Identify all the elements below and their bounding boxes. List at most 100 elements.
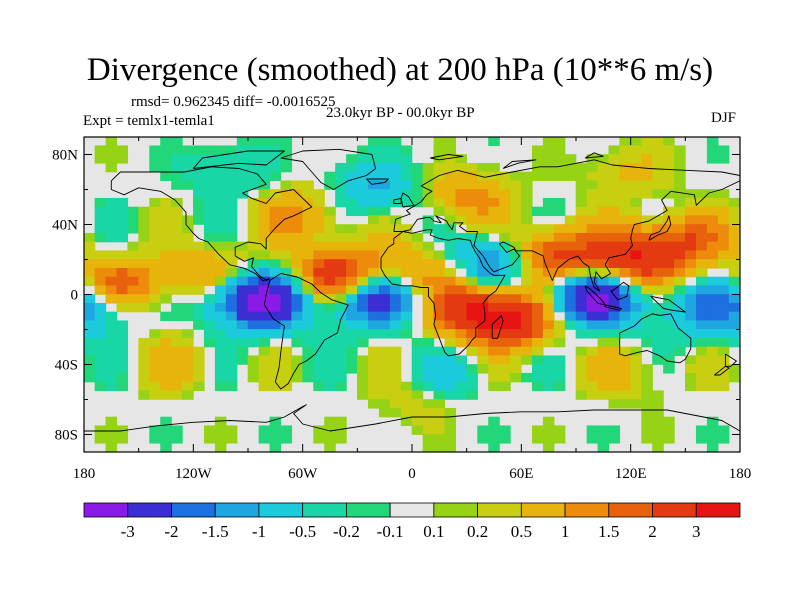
field-cell bbox=[542, 276, 555, 287]
field-cell bbox=[225, 197, 238, 208]
field-cell bbox=[575, 180, 588, 190]
field-cell bbox=[94, 346, 107, 357]
field-cell bbox=[488, 259, 500, 269]
field-cell bbox=[728, 232, 740, 243]
field-cell bbox=[203, 215, 216, 225]
field-cell bbox=[94, 425, 107, 435]
field-cell bbox=[597, 267, 610, 278]
field-cell bbox=[531, 425, 544, 435]
field-cell bbox=[94, 215, 107, 225]
field-cell bbox=[641, 259, 653, 269]
colorbar-label: 3 bbox=[692, 522, 701, 541]
field-cell bbox=[630, 224, 642, 234]
field-cell bbox=[717, 189, 730, 199]
field-cell bbox=[324, 224, 336, 234]
field-cell bbox=[411, 232, 424, 243]
field-cell bbox=[641, 425, 653, 435]
field-cell bbox=[586, 329, 599, 339]
field-cell bbox=[488, 171, 500, 182]
field-cell bbox=[695, 329, 708, 339]
field-cell bbox=[193, 346, 205, 357]
field-cell bbox=[674, 189, 686, 199]
field-cell bbox=[378, 224, 391, 234]
field-cell bbox=[84, 294, 96, 304]
field-cell bbox=[357, 276, 369, 287]
experiment-label: Expt = temlx1-temla1 bbox=[83, 113, 215, 129]
field-cell bbox=[488, 337, 500, 348]
field-cell bbox=[411, 162, 424, 173]
field-cell bbox=[608, 250, 621, 260]
field-cell bbox=[138, 241, 150, 252]
field-cell bbox=[182, 171, 194, 182]
field-cell bbox=[630, 355, 642, 365]
field-cell bbox=[663, 425, 675, 435]
field-cell bbox=[160, 197, 172, 208]
field-cell bbox=[411, 180, 424, 190]
field-cell bbox=[553, 267, 566, 278]
field-cell bbox=[411, 372, 424, 383]
field-cell bbox=[695, 232, 708, 243]
field-cell bbox=[411, 197, 424, 208]
field-cell bbox=[225, 329, 238, 339]
field-cell bbox=[335, 250, 347, 260]
field-cell bbox=[706, 355, 719, 365]
field-cell bbox=[630, 206, 642, 217]
field-cell bbox=[313, 259, 325, 269]
field-cell bbox=[280, 259, 293, 269]
field-cell bbox=[630, 302, 642, 313]
field-cell bbox=[247, 372, 260, 383]
field-cell bbox=[630, 276, 642, 287]
field-cell bbox=[203, 302, 216, 313]
field-cell bbox=[302, 189, 314, 199]
field-cell bbox=[149, 329, 161, 339]
field-cell bbox=[84, 267, 96, 278]
field-cell bbox=[193, 311, 205, 322]
colorbar-label: -0.2 bbox=[333, 522, 360, 541]
field-cell bbox=[291, 294, 303, 304]
field-cell bbox=[269, 302, 282, 313]
field-cell bbox=[488, 294, 500, 304]
field-cell bbox=[444, 311, 457, 322]
field-cell bbox=[717, 346, 730, 357]
field-cell bbox=[619, 390, 631, 400]
field-cell bbox=[291, 267, 303, 278]
field-cell bbox=[302, 329, 314, 339]
field-cell bbox=[280, 302, 293, 313]
field-cell bbox=[411, 171, 424, 182]
field-cell bbox=[488, 381, 500, 392]
colorbar-label: 2 bbox=[648, 522, 657, 541]
field-cell bbox=[663, 276, 675, 287]
field-cell bbox=[138, 285, 150, 295]
field-cell bbox=[389, 197, 402, 208]
field-cell bbox=[477, 285, 489, 295]
field-cell bbox=[247, 355, 260, 365]
field-cell bbox=[335, 285, 347, 295]
field-cell bbox=[433, 302, 446, 313]
field-cell bbox=[105, 311, 118, 322]
field-cell bbox=[542, 302, 555, 313]
field-cell bbox=[171, 381, 183, 392]
field-cell bbox=[367, 224, 380, 234]
field-cell bbox=[663, 329, 675, 339]
field-cell bbox=[335, 346, 347, 357]
field-cell bbox=[94, 276, 107, 287]
field-cell bbox=[433, 355, 446, 365]
field-cell bbox=[597, 434, 610, 444]
field-cell bbox=[597, 311, 610, 322]
field-cell bbox=[214, 259, 227, 269]
field-cell bbox=[346, 329, 358, 339]
field-cell bbox=[357, 224, 369, 234]
field-cell bbox=[674, 311, 686, 322]
field-cell bbox=[225, 145, 238, 155]
field-cell bbox=[717, 224, 730, 234]
field-cell bbox=[531, 285, 544, 295]
field-cell bbox=[171, 171, 183, 182]
field-cell bbox=[466, 311, 478, 322]
field-cell bbox=[466, 197, 478, 208]
field-cell bbox=[346, 154, 358, 164]
field-cell bbox=[499, 189, 511, 199]
field-cell bbox=[291, 302, 303, 313]
field-cell bbox=[728, 285, 740, 295]
field-cell bbox=[619, 320, 631, 330]
field-cell bbox=[619, 346, 631, 357]
